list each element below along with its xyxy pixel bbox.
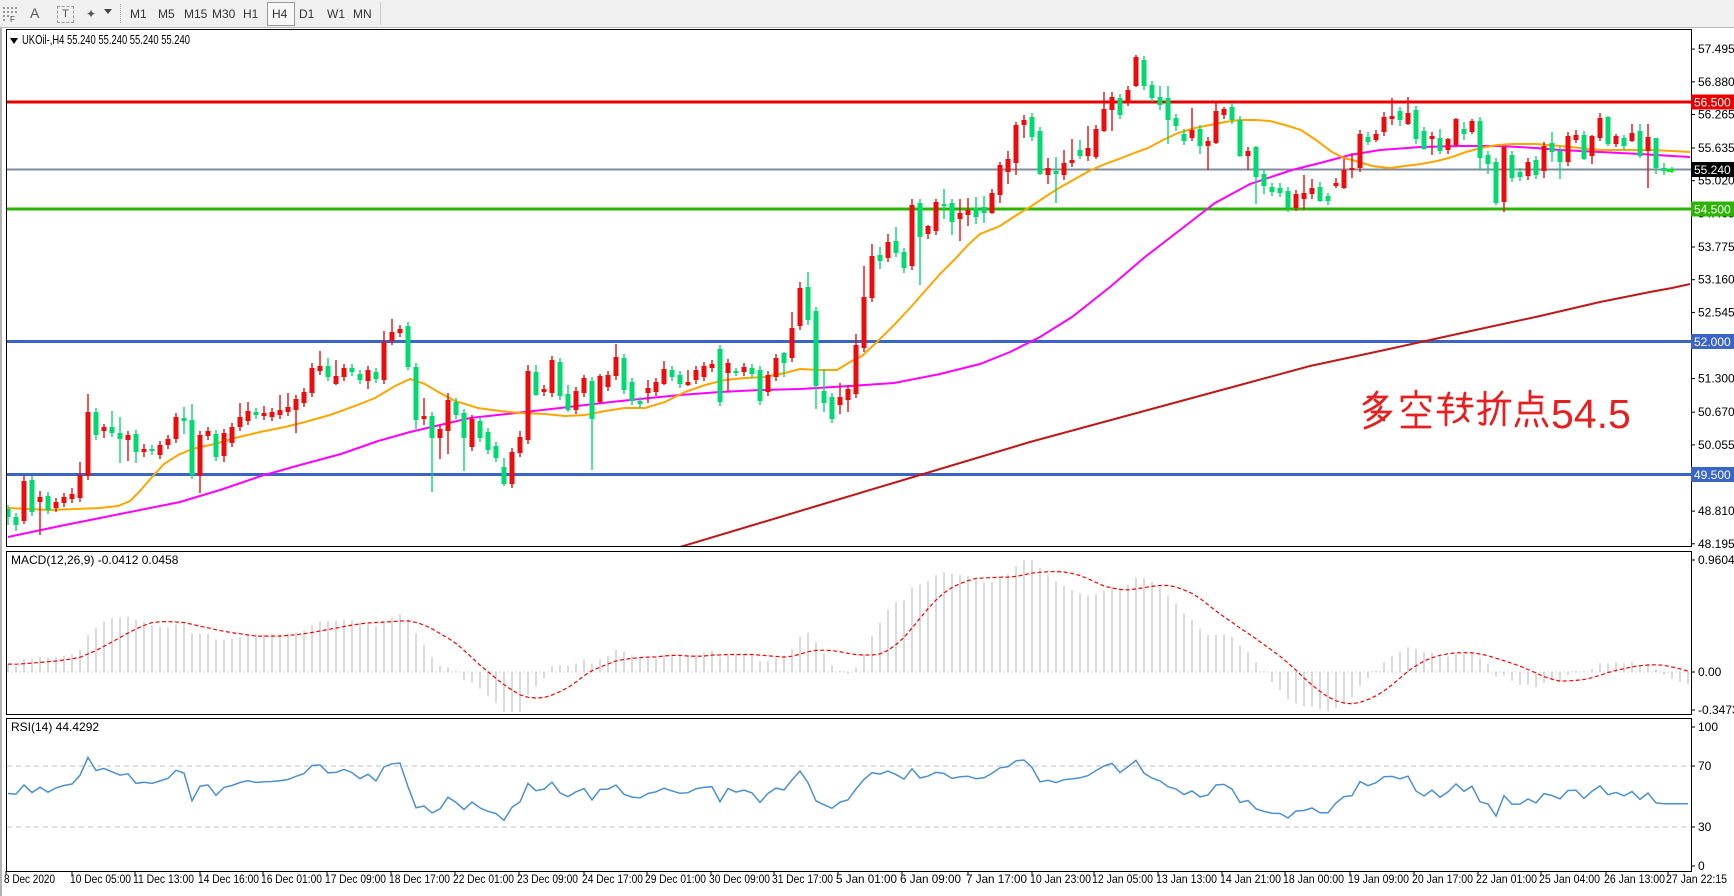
svg-text:70: 70 xyxy=(1698,759,1712,773)
svg-text:51.300: 51.300 xyxy=(1698,372,1734,386)
svg-text:0: 0 xyxy=(1698,859,1705,873)
svg-text:30: 30 xyxy=(1698,820,1712,834)
svg-text:48.810: 48.810 xyxy=(1698,504,1734,518)
svg-text:56.265: 56.265 xyxy=(1698,108,1734,122)
svg-text:52.000: 52.000 xyxy=(1694,335,1731,349)
svg-text:26 Jan 13:00: 26 Jan 13:00 xyxy=(1604,872,1665,886)
svg-text:54.500: 54.500 xyxy=(1694,203,1731,217)
svg-text:0.00: 0.00 xyxy=(1698,665,1722,679)
svg-text:52.545: 52.545 xyxy=(1698,305,1734,319)
svg-text:0.9604: 0.9604 xyxy=(1698,553,1734,567)
svg-text:8 Dec 2020: 8 Dec 2020 xyxy=(4,872,55,886)
svg-text:10 Jan 23:00: 10 Jan 23:00 xyxy=(1030,872,1091,886)
svg-text:53.160: 53.160 xyxy=(1698,273,1734,287)
svg-text:-0.3473: -0.3473 xyxy=(1698,703,1734,717)
svg-text:12 Jan 05:00: 12 Jan 05:00 xyxy=(1092,872,1153,886)
svg-text:7 Jan 17:00: 7 Jan 17:00 xyxy=(966,872,1027,886)
svg-text:57.495: 57.495 xyxy=(1698,42,1734,56)
svg-text:56.880: 56.880 xyxy=(1698,75,1734,89)
svg-text:48.195: 48.195 xyxy=(1698,537,1734,551)
svg-text:24 Dec 17:00: 24 Dec 17:00 xyxy=(582,872,643,886)
svg-text:25 Jan 04:00: 25 Jan 04:00 xyxy=(1539,872,1600,886)
svg-text:27 Jan 22:15: 27 Jan 22:15 xyxy=(1666,872,1727,886)
svg-text:100: 100 xyxy=(1698,720,1718,734)
svg-text:53.775: 53.775 xyxy=(1698,240,1734,254)
svg-text:16 Dec 01:00: 16 Dec 01:00 xyxy=(261,872,322,886)
svg-text:22 Jan 01:00: 22 Jan 01:00 xyxy=(1476,872,1537,886)
svg-text:29 Dec 01:00: 29 Dec 01:00 xyxy=(645,872,706,886)
svg-text:56.500: 56.500 xyxy=(1694,96,1731,110)
svg-text:55.635: 55.635 xyxy=(1698,141,1734,155)
svg-text:18 Jan 00:00: 18 Jan 00:00 xyxy=(1283,872,1344,886)
svg-text:6 Jan 09:00: 6 Jan 09:00 xyxy=(900,872,961,886)
svg-text:11 Dec 13:00: 11 Dec 13:00 xyxy=(133,872,194,886)
svg-text:22 Dec 01:00: 22 Dec 01:00 xyxy=(453,872,514,886)
svg-text:23 Dec 09:00: 23 Dec 09:00 xyxy=(517,872,578,886)
svg-text:UKOil-,H4 55.240 55.240 55.24: UKOil-,H4 55.240 55.240 55.240 55.240 xyxy=(22,32,190,47)
svg-text:5 Jan 01:00: 5 Jan 01:00 xyxy=(836,872,897,886)
svg-text:54.5: 54.5 xyxy=(1551,391,1631,437)
svg-text:RSI(14) 44.4292: RSI(14) 44.4292 xyxy=(11,720,99,734)
svg-text:13 Jan 13:00: 13 Jan 13:00 xyxy=(1156,872,1217,886)
svg-text:18 Dec 17:00: 18 Dec 17:00 xyxy=(389,872,450,886)
svg-text:10 Dec 05:00: 10 Dec 05:00 xyxy=(70,872,131,886)
svg-text:MACD(12,26,9) -0.0412 0.0458: MACD(12,26,9) -0.0412 0.0458 xyxy=(11,553,179,567)
svg-text:55.240: 55.240 xyxy=(1694,163,1731,177)
svg-text:55.020: 55.020 xyxy=(1698,174,1734,188)
svg-text:31 Dec 17:00: 31 Dec 17:00 xyxy=(772,872,833,886)
svg-text:20 Jan 17:00: 20 Jan 17:00 xyxy=(1412,872,1473,886)
svg-text:17 Dec 09:00: 17 Dec 09:00 xyxy=(325,872,386,886)
svg-text:50.055: 50.055 xyxy=(1698,438,1734,452)
svg-text:F: F xyxy=(10,15,15,22)
svg-text:19 Jan 09:00: 19 Jan 09:00 xyxy=(1348,872,1409,886)
svg-text:14 Dec 16:00: 14 Dec 16:00 xyxy=(198,872,259,886)
svg-text:50.670: 50.670 xyxy=(1698,405,1734,419)
svg-text:14 Jan 21:00: 14 Jan 21:00 xyxy=(1220,872,1281,886)
svg-text:30 Dec 09:00: 30 Dec 09:00 xyxy=(709,872,770,886)
svg-text:49.500: 49.500 xyxy=(1694,468,1731,482)
